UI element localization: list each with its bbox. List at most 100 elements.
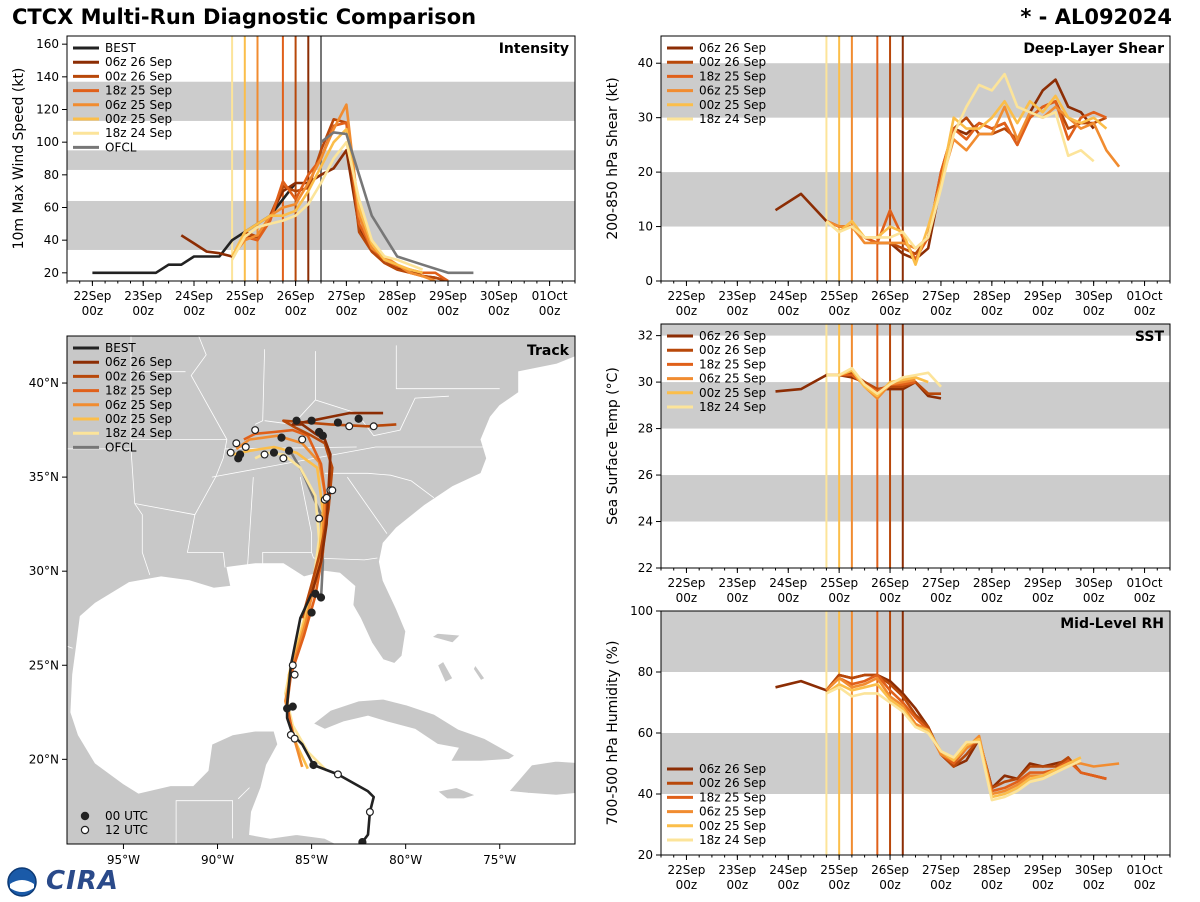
x-tick-label: 00z: [234, 304, 256, 318]
x-tick-label: 29Sep: [429, 289, 467, 303]
legend-label: BEST: [105, 341, 136, 355]
x-tick-label: 00z: [727, 878, 749, 892]
y-tick-label: 30°N: [29, 564, 59, 578]
marker-12utc: [226, 448, 235, 457]
y-tick-label: 40°N: [29, 376, 59, 390]
agency-logo: CIRA: [6, 866, 119, 898]
y-tick-label: 100: [36, 135, 59, 149]
x-tick-label: 00z: [1032, 304, 1054, 318]
state-border: [211, 446, 483, 478]
x-tick-label: 01Oct: [532, 289, 568, 303]
marker-legend-symbol: [80, 811, 90, 821]
legend-label: BEST: [105, 41, 136, 55]
x-tick-label: 27Sep: [922, 289, 960, 303]
marker-00utc: [292, 416, 301, 425]
state-border: [311, 552, 378, 561]
x-tick-label: 22Sep: [668, 576, 706, 590]
x-tick-label: 25Sep: [820, 289, 858, 303]
state-border: [254, 349, 265, 425]
track-06z-26-sep: [291, 411, 384, 595]
x-tick-label: 00z: [676, 591, 698, 605]
y-axis-label: 700-500 hPa Humidity (%): [605, 641, 621, 826]
legend-label: 06z 26 Sep: [699, 762, 766, 776]
y-tick-label: 80: [638, 665, 653, 679]
state-border: [237, 787, 250, 800]
legend-label: 06z 25 Sep: [699, 372, 766, 386]
x-tick-label: 00z: [879, 878, 901, 892]
x-tick-label: 29Sep: [1024, 863, 1062, 877]
x-tick-label: 00z: [676, 878, 698, 892]
marker-00utc: [318, 431, 327, 440]
track-00z-26-sep: [282, 419, 397, 619]
marker-00utc: [316, 593, 326, 602]
marker-12utc: [298, 435, 307, 444]
marker-legend-label: 00 UTC: [105, 809, 148, 823]
y-tick-label: 10: [638, 220, 653, 234]
x-tick-label: 90°W: [201, 853, 234, 867]
x-tick-label: 26Sep: [871, 863, 909, 877]
x-tick-label: 24Sep: [175, 289, 213, 303]
legend-label: 00z 25 Sep: [105, 112, 172, 126]
legend-label: 00z 26 Sep: [105, 369, 172, 383]
y-axis-label: Sea Surface Temp (°C): [605, 367, 621, 525]
x-tick-label: 28Sep: [973, 863, 1011, 877]
x-tick-label: 00z: [930, 304, 952, 318]
cira-logo-text: CIRA: [46, 866, 119, 896]
x-tick-label: 00z: [727, 304, 749, 318]
x-tick-label: 28Sep: [378, 289, 416, 303]
y-tick-label: 0: [645, 274, 653, 288]
x-tick-label: 30Sep: [480, 289, 518, 303]
x-tick-label: 80°W: [389, 853, 422, 867]
legend-label: 00z 26 Sep: [105, 69, 172, 83]
legend-label: 06z 25 Sep: [699, 805, 766, 819]
marker-12utc: [260, 450, 269, 459]
legend-label: 18z 24 Sep: [699, 400, 766, 414]
series-line-06z-25-sep: [231, 103, 436, 281]
x-tick-label: 00z: [727, 591, 749, 605]
y-tick-label: 35°N: [29, 470, 59, 484]
legend-label: 00z 25 Sep: [699, 386, 766, 400]
y-tick-label: 60: [44, 201, 59, 215]
y-tick-label: 30: [638, 111, 653, 125]
panel-title: Deep-Layer Shear: [1023, 41, 1164, 57]
x-tick-label: 27Sep: [327, 289, 365, 303]
x-tick-label: 00z: [981, 591, 1003, 605]
marker-12utc: [369, 422, 378, 431]
x-tick-label: 00z: [1134, 878, 1156, 892]
legend-label: 18z 24 Sep: [699, 112, 766, 126]
marker-12utc: [279, 454, 288, 463]
x-tick-label: 01Oct: [1127, 289, 1163, 303]
bahamas-land: [431, 632, 462, 644]
x-tick-label: 00z: [132, 304, 154, 318]
x-tick-label: 00z: [879, 304, 901, 318]
storm-id: * - AL092024: [1020, 5, 1172, 29]
bahamas-land: [437, 660, 454, 683]
y-tick-label: 28: [638, 422, 653, 436]
legend-label: 18z 25 Sep: [699, 69, 766, 83]
x-tick-label: 00z: [1134, 304, 1156, 318]
legend-label: OFCL: [105, 440, 137, 454]
x-tick-label: 00z: [777, 304, 799, 318]
marker-12utc: [365, 808, 374, 817]
x-tick-label: 30Sep: [1075, 289, 1113, 303]
legend-label: 00z 26 Sep: [699, 55, 766, 69]
marker-12utc: [322, 493, 331, 502]
x-tick-label: 26Sep: [871, 289, 909, 303]
legend-label: 06z 25 Sep: [105, 398, 172, 412]
cuba-land: [312, 698, 516, 762]
x-tick-label: 00z: [285, 304, 307, 318]
threshold-band: [661, 611, 1170, 672]
x-tick-label: 95°W: [107, 853, 140, 867]
legend-label: 00z 25 Sep: [105, 412, 172, 426]
y-tick-label: 20: [638, 165, 653, 179]
marker-00utc: [235, 450, 245, 459]
tracks-layer: [226, 411, 397, 844]
x-tick-label: 23Sep: [718, 576, 756, 590]
x-tick-label: 25Sep: [820, 863, 858, 877]
x-tick-label: 23Sep: [718, 289, 756, 303]
legend-label: OFCL: [105, 140, 137, 154]
panel-title: SST: [1135, 329, 1165, 345]
x-tick-label: 22Sep: [668, 289, 706, 303]
legend-label: 06z 25 Sep: [699, 84, 766, 98]
marker-00utc: [307, 416, 316, 425]
